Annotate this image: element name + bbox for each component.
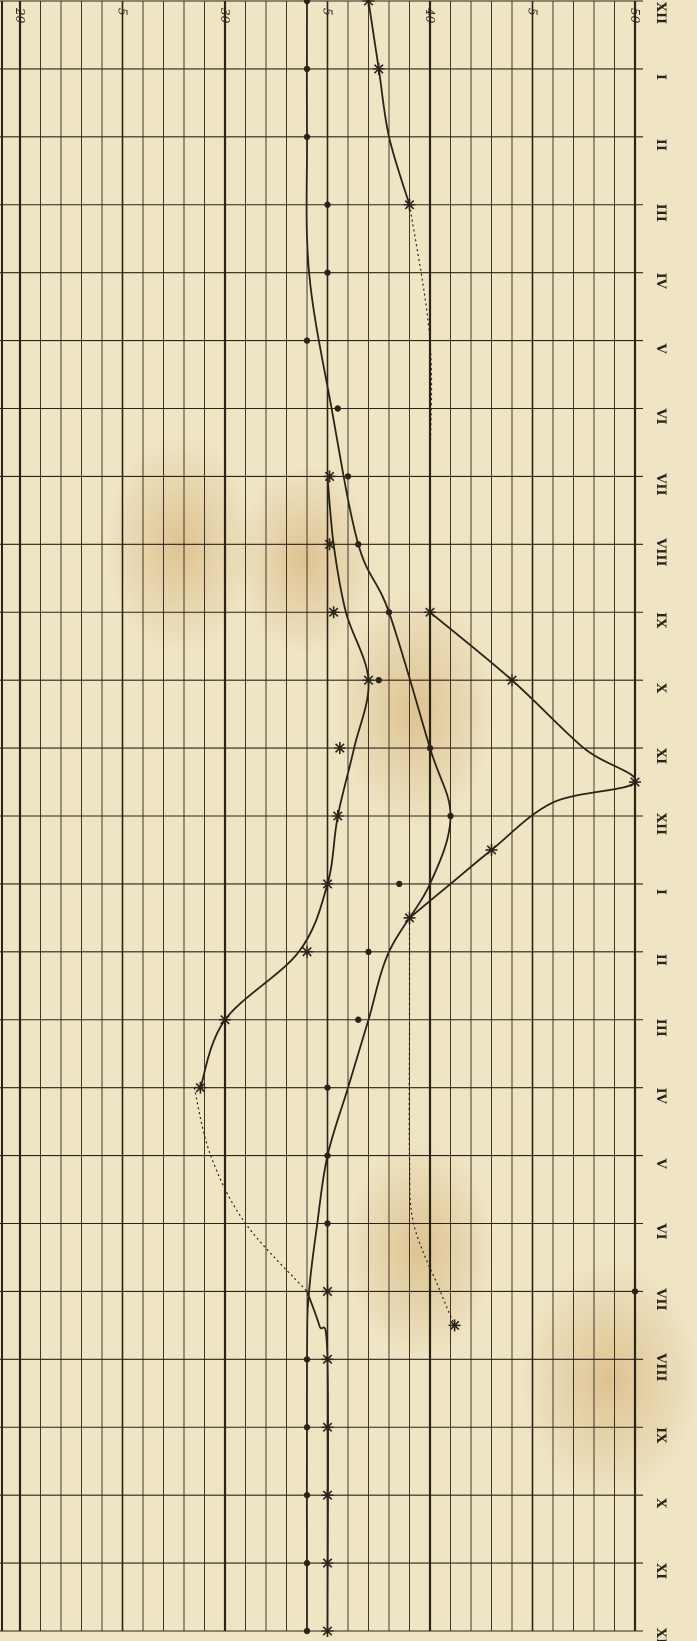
star-marker — [323, 470, 336, 483]
star-marker — [506, 674, 518, 687]
paper-stain — [105, 435, 255, 655]
star-marker — [321, 1421, 334, 1434]
y-tick-label: 30 — [218, 8, 232, 24]
y-tick-label: 5 — [526, 8, 540, 16]
x-tick-label: X — [653, 683, 668, 694]
y-tick-label: 40 — [423, 7, 437, 24]
dot-marker — [303, 65, 311, 73]
series-line — [408, 204, 433, 613]
x-tick-label: I — [653, 74, 668, 80]
dot-marker — [385, 609, 393, 616]
dot-marker — [303, 1491, 311, 1499]
dot-marker — [355, 1016, 362, 1023]
star-marker — [372, 62, 385, 75]
star-marker — [321, 1557, 334, 1570]
dot-marker — [303, 1627, 311, 1635]
star-marker — [323, 538, 336, 551]
star-marker — [321, 1353, 334, 1366]
x-tick-label: IV — [653, 1088, 668, 1105]
dot-marker — [631, 1288, 639, 1295]
x-tick-label: VI — [653, 407, 668, 424]
star-marker — [333, 742, 346, 755]
dot-marker — [334, 405, 341, 412]
paper-stain — [335, 590, 495, 830]
dot-marker — [303, 337, 311, 344]
star-marker — [629, 776, 641, 789]
dot-marker — [375, 676, 382, 684]
x-tick-label: V — [653, 343, 668, 355]
dot-marker — [303, 1356, 311, 1363]
x-tick-label: VIII — [653, 537, 668, 566]
dot-marker — [303, 0, 311, 5]
y-tick-label: 5 — [116, 8, 130, 16]
dot-marker — [324, 201, 331, 208]
x-tick-label: III — [653, 204, 668, 222]
dot-marker — [426, 744, 434, 752]
x-tick-label: IX — [653, 1427, 668, 1444]
series-line — [367, 0, 411, 206]
series-line — [199, 476, 370, 1089]
star-marker — [362, 674, 375, 687]
x-tick-label: IV — [653, 273, 668, 290]
series-line — [305, 0, 452, 1632]
paper-stain — [235, 465, 375, 655]
dot-marker — [324, 1220, 331, 1227]
dot-marker — [447, 812, 454, 820]
x-tick-label: X — [653, 1498, 668, 1509]
x-tick-label: XI — [653, 1563, 668, 1579]
x-tick-label: XII — [653, 1628, 668, 1641]
series-line — [306, 1291, 330, 1632]
star-marker — [219, 1013, 231, 1026]
star-marker — [321, 877, 334, 890]
star-marker — [321, 1625, 334, 1637]
star-marker — [424, 606, 436, 619]
x-tick-label: II — [653, 954, 668, 966]
star-marker — [321, 1285, 334, 1298]
x-tick-label: VIII — [653, 1352, 668, 1381]
dot-marker — [365, 948, 372, 956]
star-marker — [331, 810, 344, 822]
x-tick-label: XII — [653, 2, 668, 24]
dot-marker — [324, 1084, 331, 1091]
y-tick-label: 20 — [13, 7, 27, 24]
star-marker — [194, 1081, 207, 1094]
x-tick-label: VI — [653, 1222, 668, 1239]
dot-marker — [344, 473, 352, 480]
dot-marker — [355, 541, 362, 548]
dot-marker — [303, 1559, 311, 1567]
x-tick-label: IX — [653, 612, 668, 629]
star-marker — [301, 945, 313, 958]
y-tick-label: 50 — [628, 8, 642, 24]
star-marker — [403, 198, 416, 211]
x-tick-label: V — [653, 1158, 668, 1170]
x-tick-label: XII — [653, 813, 668, 835]
paper-stain — [520, 1260, 697, 1500]
paper-stain — [345, 1140, 495, 1360]
x-tick-label: III — [653, 1019, 668, 1037]
dot-marker — [324, 1152, 331, 1159]
dot-marker — [324, 269, 331, 276]
x-tick-label: I — [653, 889, 668, 895]
star-marker — [327, 606, 340, 619]
series-line — [193, 1087, 308, 1292]
dot-marker — [303, 133, 311, 141]
star-marker — [485, 843, 498, 856]
star-marker — [403, 911, 416, 924]
x-tick-label: VII — [653, 472, 668, 495]
star-marker — [321, 1489, 334, 1502]
star-marker — [362, 0, 375, 7]
x-tick-label: XI — [653, 748, 668, 764]
x-tick-label: II — [653, 139, 668, 151]
y-tick-label: 5 — [321, 8, 335, 16]
dot-marker — [396, 880, 403, 888]
dot-marker — [303, 1424, 311, 1431]
x-tick-label: VII — [653, 1287, 668, 1310]
